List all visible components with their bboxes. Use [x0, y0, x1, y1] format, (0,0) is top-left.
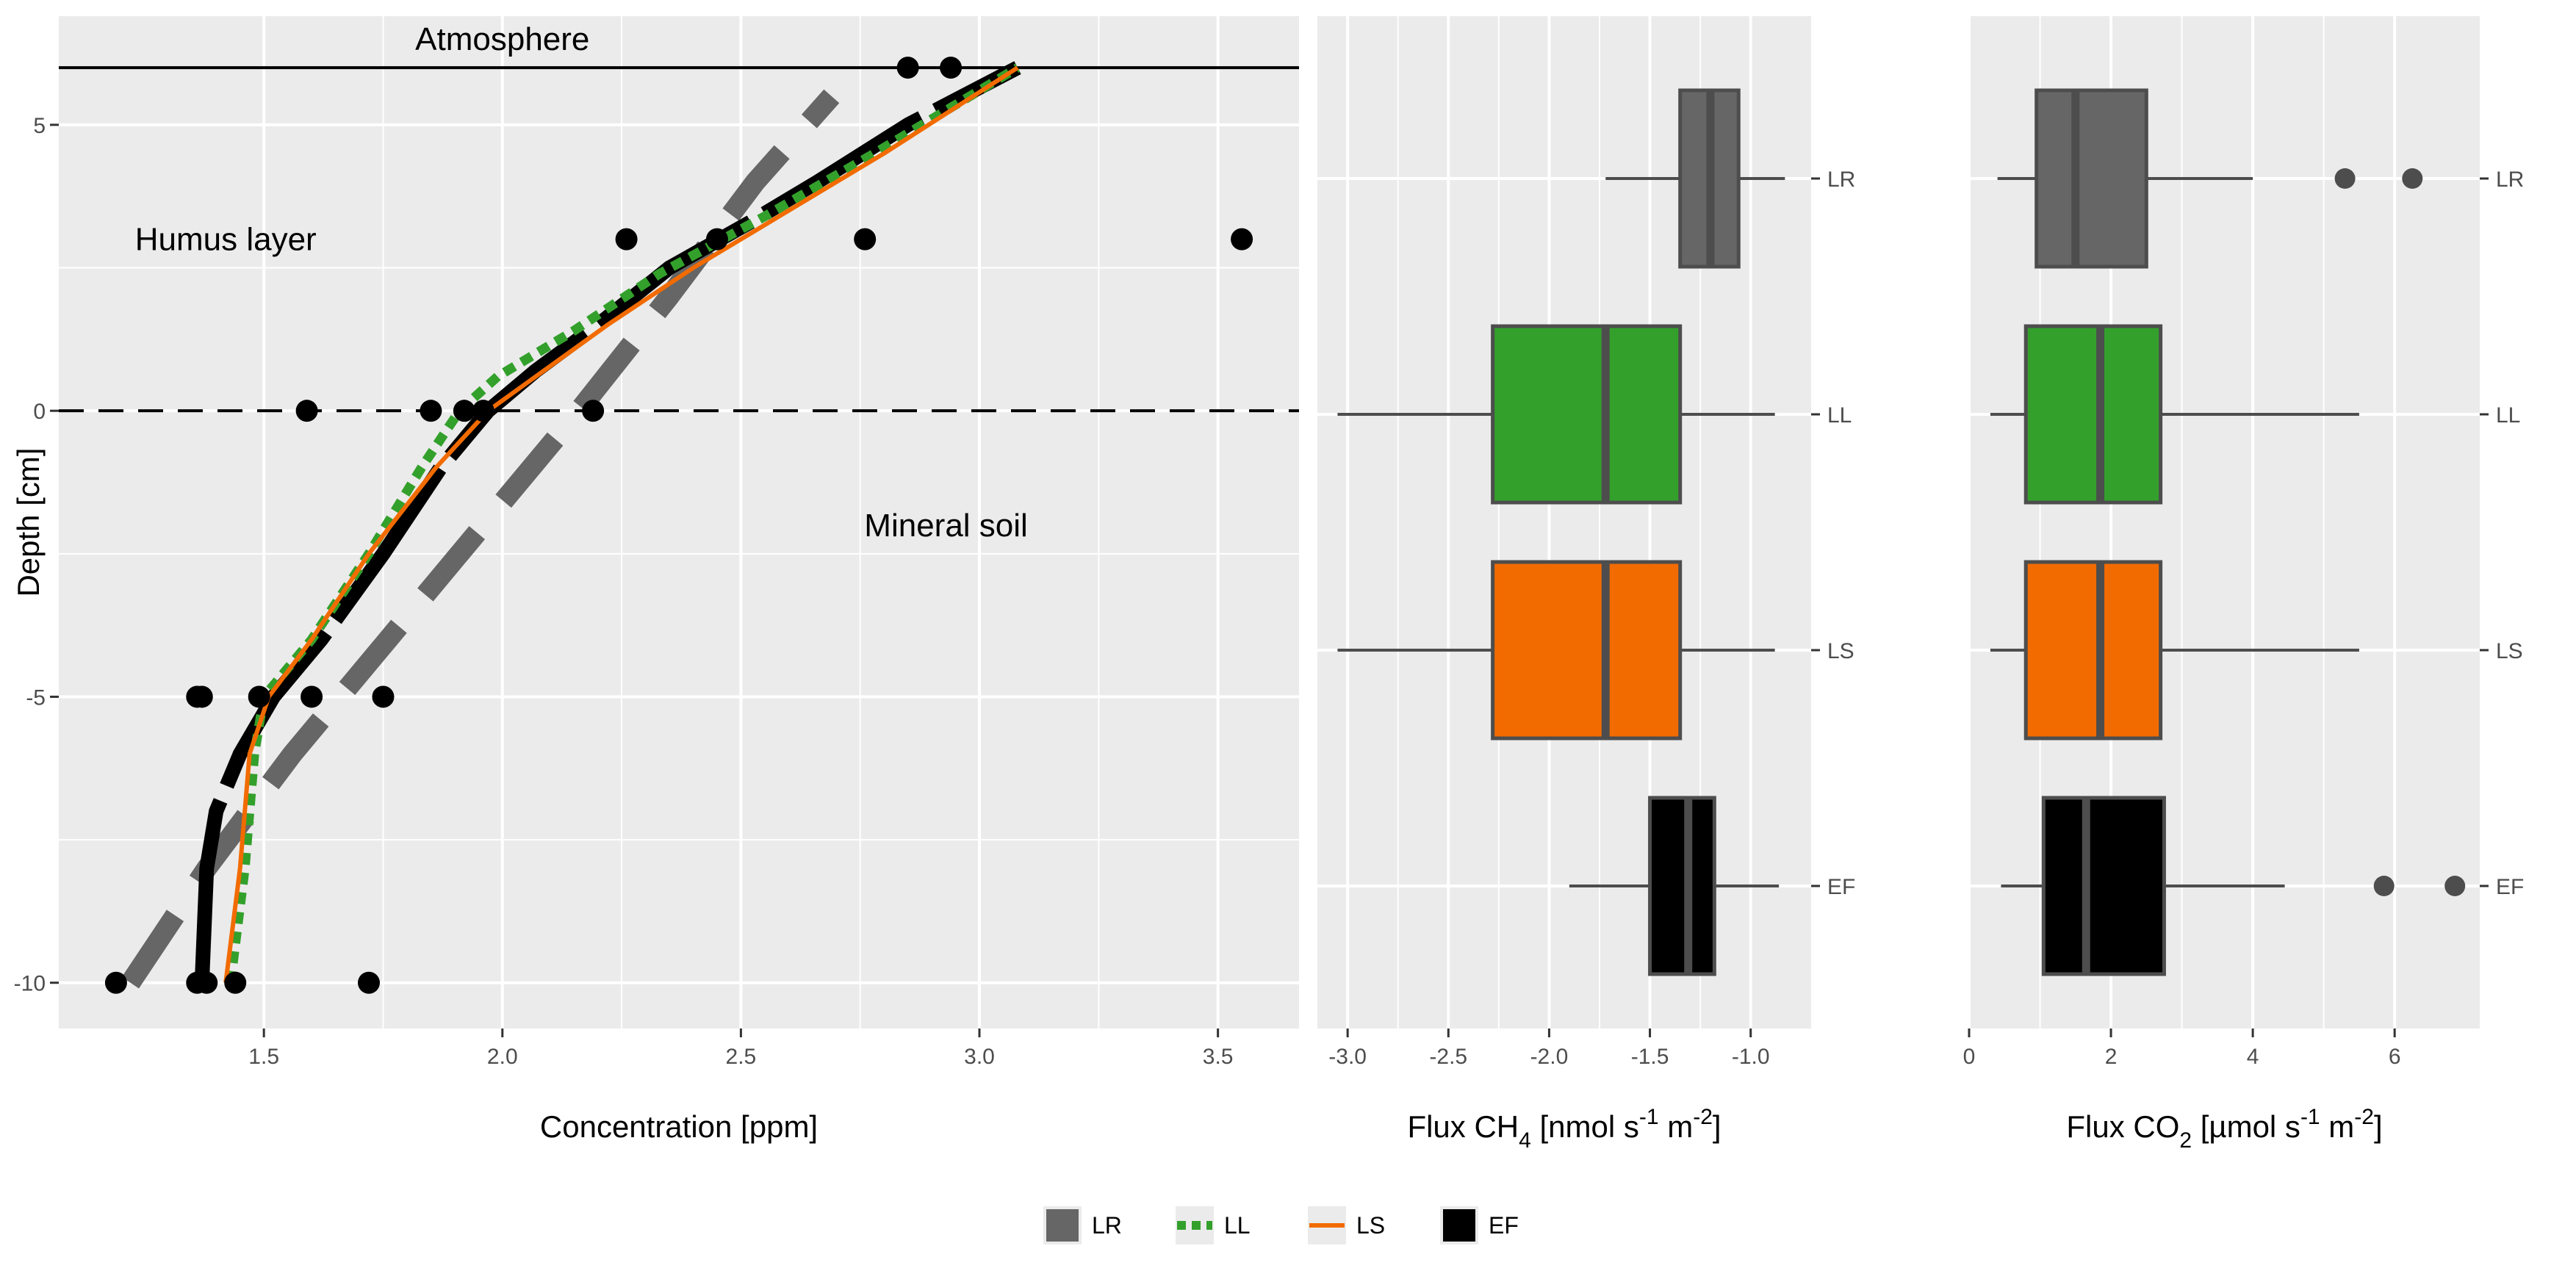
- category-label: LR: [2496, 167, 2524, 192]
- category-label: LS: [1827, 639, 1854, 663]
- legend-label: EF: [1489, 1212, 1519, 1239]
- axis-title-part: 2: [2179, 1128, 2192, 1153]
- data-point: [453, 400, 475, 422]
- legend-label: LL: [1224, 1212, 1251, 1239]
- box-lr: [2034, 88, 2148, 269]
- x-tick-label: -3.0: [1328, 1045, 1367, 1069]
- axis-title-part: -2: [1693, 1105, 1713, 1129]
- x-tick-label: -1.5: [1631, 1045, 1669, 1069]
- data-point: [705, 228, 728, 251]
- data-point: [104, 971, 127, 994]
- x-tick-label: 0: [1963, 1045, 1976, 1069]
- x-tick-label: 2.5: [726, 1045, 757, 1069]
- x-axis-title: Flux CO2 [µmol s-1 m-2]: [2066, 1105, 2382, 1153]
- y-tick-label: -5: [26, 685, 46, 710]
- data-point: [940, 57, 963, 79]
- box-ls: [2023, 560, 2163, 741]
- axis-title-part: Flux CH: [1407, 1109, 1519, 1144]
- x-tick-label: -2.0: [1530, 1045, 1569, 1069]
- box-ll: [2023, 324, 2163, 505]
- outlier-lr: [2334, 168, 2356, 189]
- axis-title-part: [nmol s: [1531, 1109, 1639, 1144]
- x-tick-label: 2: [2105, 1045, 2118, 1069]
- x-tick-label: 6: [2389, 1045, 2401, 1069]
- data-point: [420, 400, 442, 422]
- data-point: [358, 971, 380, 994]
- category-label: EF: [2496, 875, 2524, 899]
- x-tick-label: 2.0: [487, 1045, 518, 1069]
- outlier-ef: [2373, 876, 2395, 896]
- box-ef: [2041, 796, 2166, 976]
- legend-swatch-ef: [1443, 1209, 1475, 1242]
- annotation-label: Mineral soil: [864, 508, 1028, 544]
- data-point: [472, 400, 494, 422]
- x-tick-label: -1.0: [1732, 1045, 1770, 1069]
- axis-title-part: ]: [2374, 1109, 2383, 1144]
- box-ef: [1648, 796, 1716, 976]
- annotation-label: Atmosphere: [415, 21, 589, 57]
- data-point: [1231, 228, 1253, 251]
- y-axis-title: Depth [cm]: [11, 447, 46, 597]
- profile-panel: 1.5 2.0 2.5 3.0 3.5 -10 -5 0 5 Atmosphere Humus la…: [11, 16, 1299, 1144]
- x-tick-label: 3.0: [964, 1045, 995, 1069]
- y-tick-label: 5: [33, 114, 46, 138]
- data-point: [301, 685, 323, 708]
- x-tick-label: 3.5: [1203, 1045, 1234, 1069]
- box-ls: [1491, 560, 1683, 741]
- category-label: LL: [1827, 403, 1852, 428]
- data-point: [295, 400, 318, 422]
- y-tick-label: -10: [14, 972, 46, 996]
- data-point: [248, 685, 270, 708]
- category-label: LR: [1827, 167, 1855, 192]
- axis-title-part: m: [1659, 1109, 1694, 1144]
- data-point: [896, 57, 919, 79]
- axis-title-part: -1: [2300, 1105, 2320, 1129]
- curve-ll: [226, 63, 1021, 984]
- x-tick-label: 4: [2247, 1045, 2259, 1069]
- legend-label: LR: [1092, 1212, 1122, 1239]
- box-ll: [1491, 324, 1683, 505]
- data-point: [372, 685, 395, 708]
- panel-background: [59, 16, 1299, 1028]
- y-tick-label: 0: [33, 400, 46, 424]
- curve-ls: [223, 65, 1019, 984]
- data-point: [854, 228, 877, 251]
- data-point: [190, 685, 213, 708]
- axis-title-part: ]: [1713, 1109, 1721, 1144]
- data-point: [224, 971, 247, 994]
- data-point: [582, 400, 605, 422]
- axis-title-part: [µmol s: [2192, 1109, 2300, 1144]
- axis-title-part: -1: [1639, 1105, 1659, 1129]
- axis-title-part: 4: [1519, 1128, 1531, 1153]
- category-label: EF: [1827, 875, 1855, 899]
- category-label: LS: [2496, 639, 2523, 663]
- outlier-ef: [2444, 876, 2466, 896]
- data-point: [195, 971, 218, 994]
- x-tick-label: -2.5: [1429, 1045, 1467, 1069]
- ch4-flux-panel: -3.0 -2.5 -2.0 -1.5 -1.0 LR LL LS EF Flux CH4 [nm…: [1317, 16, 1855, 1153]
- legend: LR LL LS EF: [1043, 1206, 1519, 1244]
- curve-lr: [121, 89, 840, 989]
- data-point: [615, 228, 638, 251]
- outlier-lr: [2402, 168, 2423, 189]
- category-label: LL: [2496, 403, 2520, 428]
- axis-title-part: Flux CO: [2066, 1109, 2179, 1144]
- x-axis-title: Flux CH4 [nmol s-1 m-2]: [1407, 1105, 1721, 1153]
- axis-title-part: m: [2320, 1109, 2355, 1144]
- legend-swatch-lr: [1046, 1209, 1079, 1242]
- x-axis-title: Concentration [ppm]: [540, 1109, 818, 1144]
- x-tick-label: 1.5: [248, 1045, 279, 1069]
- axis-title-part: -2: [2354, 1105, 2374, 1129]
- annotation-label: Humus layer: [135, 222, 317, 258]
- legend-label: LS: [1356, 1212, 1385, 1239]
